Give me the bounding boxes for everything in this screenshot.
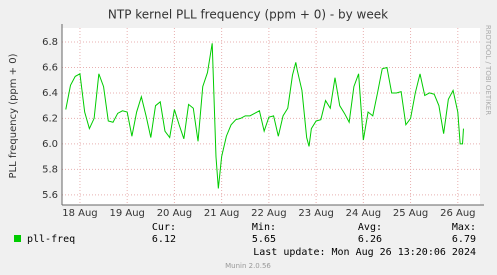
stat-header: Min: (252, 222, 276, 233)
chart-title: NTP kernel PLL frequency (ppm + 0) - by … (108, 8, 388, 22)
stat-header: Cur: (152, 222, 176, 233)
data-line (65, 43, 464, 189)
stat-header: Avg: (358, 222, 382, 233)
y-tick-label: 6.4 (42, 88, 58, 99)
stat-value: 6.26 (358, 234, 382, 245)
x-tick-label: 18 Aug (62, 208, 97, 219)
y-axis-label: PLL frequency (ppm + 0) (8, 53, 19, 178)
x-tick-label: 22 Aug (251, 208, 286, 219)
y-tick-label: 6.2 (42, 113, 58, 124)
y-tick-label: 6.0 (42, 139, 58, 150)
legend-swatch (14, 235, 21, 242)
stat-value: 5.65 (252, 234, 276, 245)
last-update: Last update: Mon Aug 26 13:20:06 2024 (253, 247, 476, 258)
x-tick-label: 25 Aug (393, 208, 428, 219)
watermark: RRDTOOL / TOBI OETIKER (484, 25, 492, 115)
legend-label: pll-freq (27, 234, 75, 245)
x-tick-label: 20 Aug (157, 208, 192, 219)
x-tick-label: 24 Aug (346, 208, 381, 219)
x-tick-label: 21 Aug (204, 208, 239, 219)
y-tick-label: 6.8 (42, 37, 58, 48)
stat-header: Max: (452, 222, 476, 233)
x-tick-label: 23 Aug (298, 208, 333, 219)
y-tick-label: 5.8 (42, 164, 58, 175)
stat-value: 6.12 (152, 234, 176, 245)
x-tick-label: 26 Aug (440, 208, 475, 219)
y-tick-label: 6.6 (42, 62, 58, 73)
stat-value: 6.79 (452, 234, 476, 245)
x-tick-label: 19 Aug (109, 208, 144, 219)
footer: Munin 2.0.56 (225, 262, 271, 270)
y-tick-label: 5.6 (42, 190, 58, 201)
